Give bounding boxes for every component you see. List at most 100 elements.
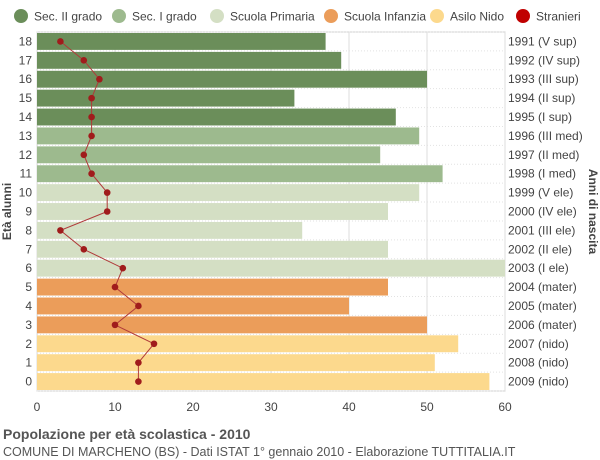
stranieri-point (135, 378, 142, 385)
legend-label: Scuola Primaria (230, 10, 315, 24)
birth-year-label: 1998 (I med) (508, 167, 576, 181)
birth-year-label: 2009 (nido) (508, 375, 569, 389)
x-tick-label: 10 (108, 400, 122, 414)
birth-year-label: 2001 (III ele) (508, 223, 575, 237)
bar (37, 278, 388, 296)
y-tick-label: 0 (25, 375, 32, 389)
birth-year-label: 1994 (II sup) (508, 91, 575, 105)
birth-year-label: 2004 (mater) (508, 280, 577, 294)
x-tick-label: 20 (186, 400, 200, 414)
stranieri-point (103, 189, 111, 196)
y-tick-label: 10 (19, 186, 33, 200)
birth-year-label: 2008 (nido) (508, 356, 569, 370)
stranieri-point (88, 94, 95, 102)
stranieri-point (111, 283, 119, 291)
x-tick-label: 50 (420, 400, 434, 414)
bar (37, 184, 420, 202)
bar (37, 354, 435, 372)
birth-year-label: 1996 (III med) (508, 129, 583, 143)
x-tick-label: 40 (342, 400, 356, 414)
y-axis-title-right: Anni di nascita (586, 169, 600, 255)
y-tick-label: 6 (25, 261, 32, 275)
stranieri-point (80, 245, 88, 253)
bar (37, 203, 388, 220)
bar (37, 108, 396, 126)
birth-year-label: 2003 (I ele) (508, 261, 569, 275)
y-tick-label: 12 (19, 148, 33, 162)
birth-year-label: 2000 (IV ele) (508, 205, 577, 219)
legend-label: Sec. II grado (34, 10, 102, 24)
stranieri-point (57, 38, 64, 45)
stranieri-point (88, 170, 95, 178)
legend-marker (112, 9, 126, 23)
legend-marker (324, 9, 338, 23)
stranieri-point (150, 340, 158, 348)
birth-year-label: 1991 (V sup) (508, 34, 577, 48)
bar (37, 259, 505, 277)
y-tick-label: 4 (25, 299, 32, 313)
birth-year-label: 1995 (I sup) (508, 110, 572, 124)
y-tick-label: 15 (19, 91, 33, 105)
stranieri-point (135, 302, 142, 310)
birth-year-label: 1999 (V ele) (508, 186, 573, 200)
legend-label: Stranieri (536, 10, 581, 24)
chart-subtitle: COMUNE DI MARCHENO (BS) - Dati ISTAT 1° … (3, 445, 516, 459)
legend-label: Asilo Nido (450, 10, 504, 24)
y-tick-label: 5 (25, 280, 32, 294)
legend-marker (430, 9, 444, 23)
y-tick-label: 9 (25, 205, 32, 219)
birth-year-label: 2006 (mater) (508, 318, 577, 332)
y-tick-label: 7 (25, 242, 32, 256)
bar (37, 335, 459, 353)
y-tick-label: 11 (20, 167, 33, 181)
birth-year-label: 1992 (IV sup) (508, 53, 580, 67)
stranieri-point (103, 208, 111, 215)
bar (37, 373, 490, 390)
bar (37, 127, 420, 145)
stranieri-point (80, 151, 88, 159)
stranieri-point (88, 113, 95, 121)
bar (37, 146, 381, 164)
stranieri-point (88, 132, 95, 140)
y-tick-label: 18 (19, 34, 33, 48)
bar (37, 33, 326, 50)
legend-label: Scuola Infanzia (344, 10, 426, 24)
stranieri-point (96, 75, 103, 83)
legend-marker (14, 9, 28, 23)
stranieri-point (80, 57, 88, 64)
legend-label: Sec. I grado (132, 10, 197, 24)
birth-year-label: 2002 (II ele) (508, 242, 572, 256)
bar (37, 297, 349, 315)
x-tick-label: 60 (498, 400, 512, 414)
x-tick-label: 0 (34, 400, 41, 414)
y-tick-label: 17 (19, 53, 33, 67)
bar (37, 70, 427, 88)
stranieri-point (119, 264, 127, 272)
birth-year-label: 2005 (mater) (508, 299, 577, 313)
bar (37, 316, 427, 334)
birth-year-label: 1993 (III sup) (508, 72, 579, 86)
stranieri-point (57, 227, 64, 234)
y-tick-label: 3 (25, 318, 32, 332)
x-tick-label: 30 (264, 400, 278, 414)
chart-title: Popolazione per età scolastica - 2010 (3, 426, 251, 442)
birth-year-label: 1997 (II med) (508, 148, 579, 162)
stranieri-point (135, 359, 142, 366)
y-tick-label: 1 (25, 356, 32, 370)
y-tick-label: 13 (19, 129, 33, 143)
stranieri-point (111, 321, 119, 329)
birth-year-label: 2007 (nido) (508, 337, 569, 351)
bar (37, 221, 303, 239)
legend-marker (210, 9, 224, 23)
y-tick-label: 14 (19, 110, 33, 124)
y-axis-title-left: Età alunni (0, 183, 14, 240)
y-tick-label: 2 (25, 337, 32, 351)
bar (37, 165, 443, 183)
y-tick-label: 8 (25, 223, 32, 237)
bar (37, 89, 295, 107)
y-tick-label: 16 (19, 72, 33, 86)
legend-marker (516, 9, 530, 23)
bar (37, 240, 388, 258)
bar (37, 51, 342, 69)
